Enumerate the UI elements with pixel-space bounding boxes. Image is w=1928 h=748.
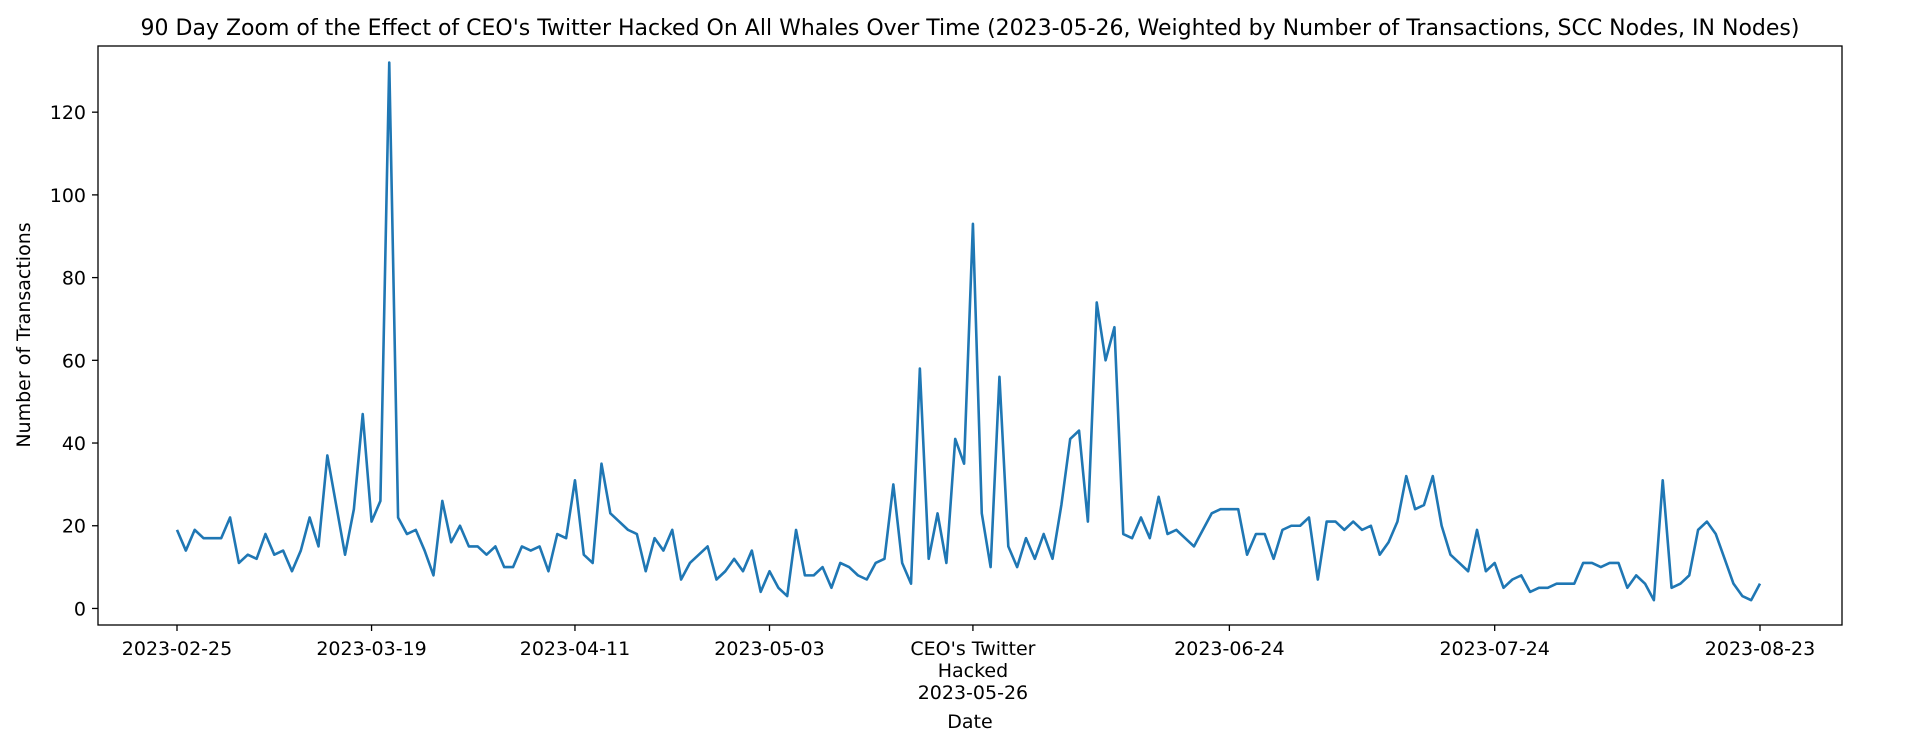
plot-area: 0 20 40 60 80 100 120 2023-02-25 2023-03-19 2023-… <box>50 45 1843 704</box>
y-tick-label: 80 <box>62 268 86 290</box>
y-tick-label: 100 <box>50 185 86 207</box>
y-tick-label: 60 <box>62 350 86 372</box>
y-tick-label: 120 <box>50 102 86 124</box>
x-tick-label: 2023-08-23 <box>1705 638 1815 660</box>
x-tick-label: 2023-05-26 <box>918 682 1028 704</box>
x-axis-label: Date <box>947 711 992 733</box>
x-tick-label: 2023-03-19 <box>316 638 426 660</box>
x-tick-label: Hacked <box>938 660 1008 682</box>
y-tick-label: 0 <box>74 598 86 620</box>
x-tick-label: 2023-04-11 <box>520 638 630 660</box>
series-line-0 <box>175 61 1762 602</box>
y-axis-label: Number of Transactions <box>13 222 35 447</box>
axes-frame <box>97 45 1843 626</box>
x-tick-label: 2023-02-25 <box>122 638 232 660</box>
x-tick-label: 2023-07-24 <box>1439 638 1549 660</box>
x-tick-label: 2023-06-24 <box>1174 638 1284 660</box>
x-tick-label: 2023-05-03 <box>714 638 824 660</box>
y-tick-label: 40 <box>62 433 86 455</box>
y-tick-label: 20 <box>62 516 86 538</box>
chart-title: 90 Day Zoom of the Effect of CEO's Twitt… <box>141 16 1800 41</box>
x-tick-label: CEO's Twitter <box>910 638 1035 660</box>
